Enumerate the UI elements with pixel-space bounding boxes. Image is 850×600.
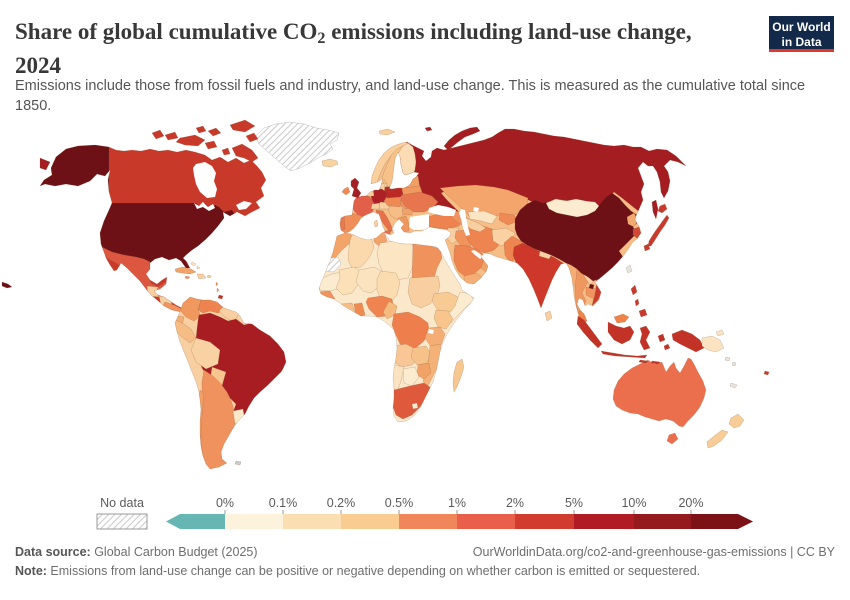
svg-text:5%: 5% xyxy=(565,496,583,510)
svg-text:10%: 10% xyxy=(621,496,646,510)
svg-text:No data: No data xyxy=(100,496,144,510)
svg-text:0.2%: 0.2% xyxy=(327,496,356,510)
svg-text:20%: 20% xyxy=(678,496,703,510)
svg-text:0.1%: 0.1% xyxy=(269,496,298,510)
svg-text:0.5%: 0.5% xyxy=(385,496,414,510)
svg-text:0%: 0% xyxy=(216,496,234,510)
svg-text:2%: 2% xyxy=(506,496,524,510)
svg-text:1%: 1% xyxy=(448,496,466,510)
